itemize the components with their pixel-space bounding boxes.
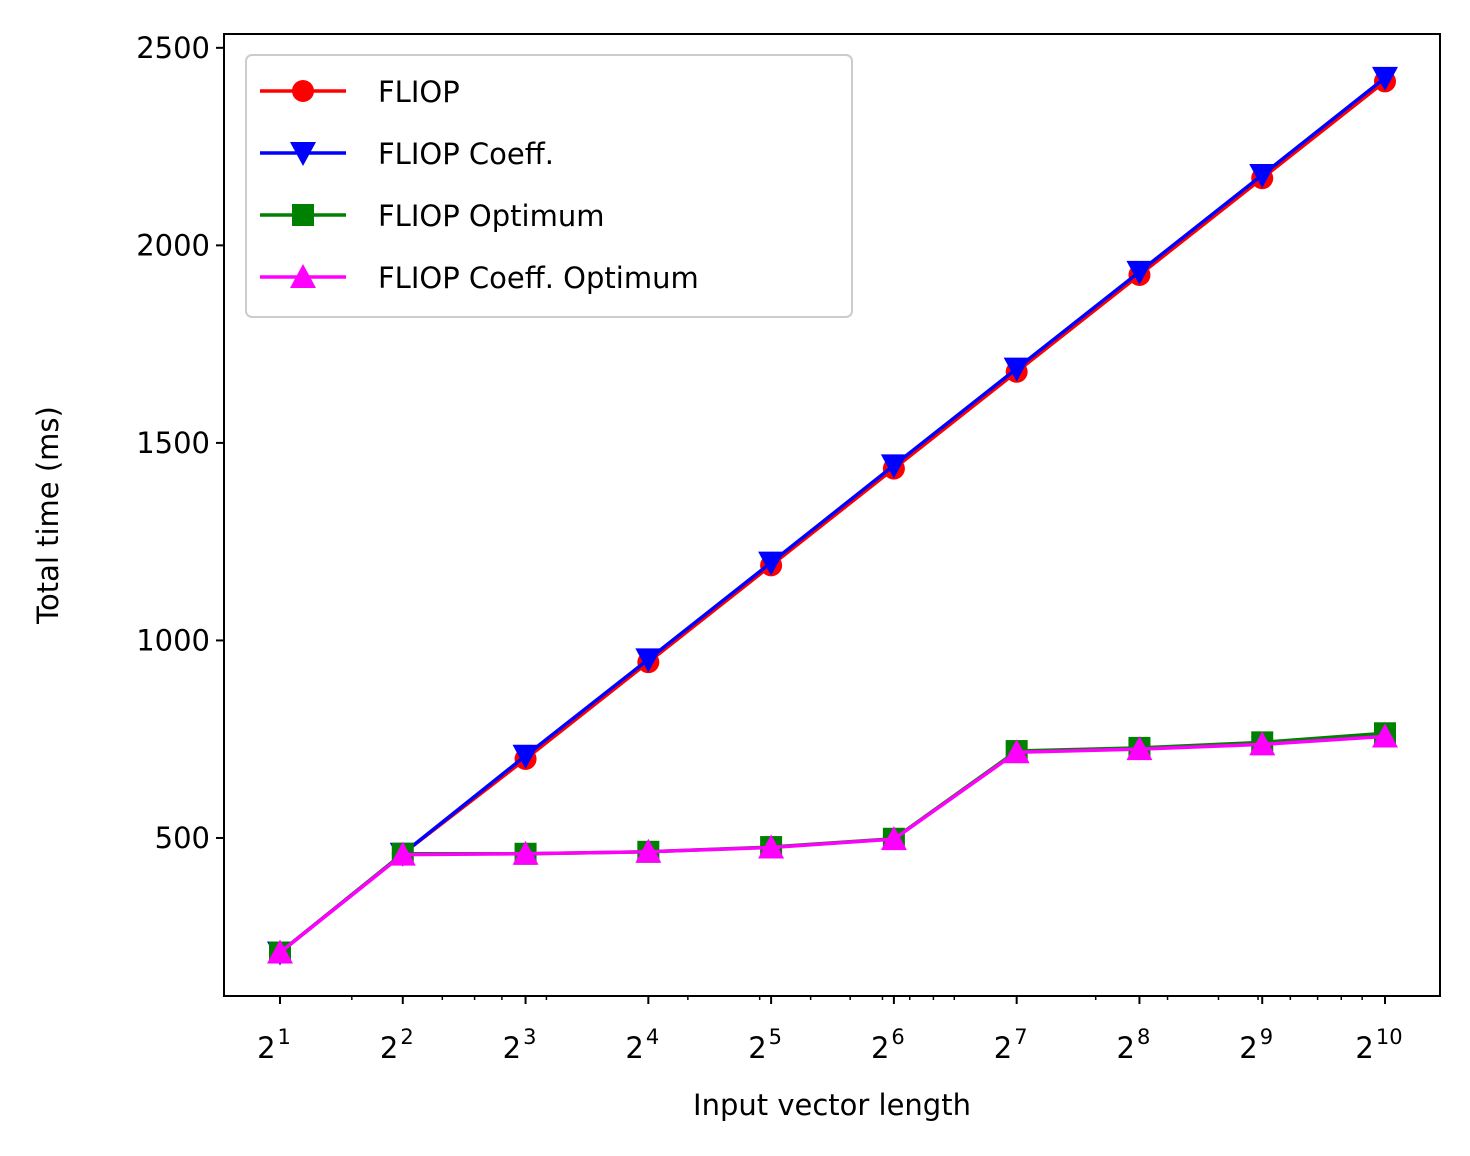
x-tick-label: 24 bbox=[625, 1025, 659, 1065]
legend-box bbox=[245, 54, 853, 318]
legend: FLIOP FLIOP Coeff. FLIOP Optimum FLIOP Coef… bbox=[245, 54, 853, 318]
x-tick-label: 26 bbox=[871, 1025, 905, 1065]
legend-marker bbox=[292, 80, 314, 102]
data-point bbox=[1372, 66, 1398, 91]
legend-marker bbox=[292, 204, 314, 226]
x-tick-label: 29 bbox=[1239, 1025, 1273, 1065]
y-tick-label: 2500 bbox=[136, 31, 210, 65]
axes-ticks: 500 1000 1500 2000 2500 21 22 23 24 25 26 27 28 29 210 bbox=[136, 31, 1402, 1065]
data-point bbox=[1249, 164, 1276, 189]
y-tick-label: 2000 bbox=[136, 228, 210, 262]
legend-item: FLIOP Optimum bbox=[260, 199, 604, 233]
legend-marker bbox=[290, 264, 316, 288]
data-point bbox=[880, 454, 907, 479]
data-point bbox=[512, 744, 539, 769]
series-line bbox=[278, 734, 1386, 954]
data-point bbox=[635, 838, 662, 863]
chart-marks bbox=[267, 66, 1398, 966]
y-axis-label: Total time (ms) bbox=[31, 406, 65, 625]
data-point bbox=[758, 551, 785, 576]
data-point bbox=[1372, 723, 1398, 748]
data-point bbox=[267, 939, 293, 964]
x-axis-label: Input vector length bbox=[693, 1088, 971, 1122]
y-tick-label: 1000 bbox=[136, 623, 210, 657]
data-point bbox=[758, 834, 785, 859]
legend-label: FLIOP Optimum bbox=[378, 199, 604, 233]
data-point bbox=[1249, 731, 1276, 756]
data-point bbox=[1003, 739, 1030, 764]
data-point bbox=[1003, 357, 1030, 382]
y-tick-label: 1500 bbox=[136, 426, 210, 460]
legend-marker bbox=[290, 142, 316, 166]
x-tick-label: 21 bbox=[257, 1025, 291, 1065]
plot-frame bbox=[223, 33, 1441, 997]
data-point bbox=[635, 648, 662, 673]
data-point bbox=[512, 840, 539, 865]
data-point bbox=[1126, 260, 1153, 285]
legend-label: FLIOP Coeff. bbox=[378, 137, 554, 171]
series-3 bbox=[267, 723, 1398, 964]
x-tick-label: 23 bbox=[503, 1025, 537, 1065]
legend-item: FLIOP bbox=[260, 75, 460, 109]
y-tick-label: 500 bbox=[155, 821, 210, 855]
legend-label: FLIOP Coeff. Optimum bbox=[378, 261, 699, 295]
series-line bbox=[278, 76, 1387, 954]
x-tick-label: 27 bbox=[994, 1025, 1028, 1065]
legend-label: FLIOP bbox=[378, 75, 460, 109]
x-tick-label: 28 bbox=[1117, 1025, 1151, 1065]
x-tick-label: 210 bbox=[1355, 1025, 1402, 1065]
legend-item: FLIOP Coeff. bbox=[260, 137, 554, 171]
x-tick-label: 22 bbox=[380, 1025, 414, 1065]
data-point bbox=[1126, 736, 1153, 761]
legend-item: FLIOP Coeff. Optimum bbox=[260, 261, 699, 295]
data-point bbox=[880, 826, 907, 851]
data-point bbox=[389, 841, 416, 866]
x-tick-label: 25 bbox=[748, 1025, 782, 1065]
